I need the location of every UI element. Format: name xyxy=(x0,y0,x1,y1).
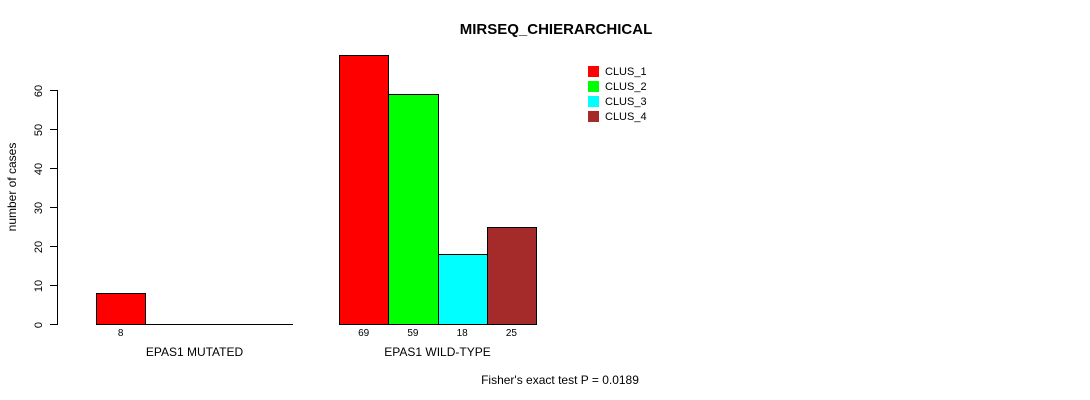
bar xyxy=(96,292,147,325)
group-label: EPAS1 WILD-TYPE xyxy=(384,345,491,359)
bar xyxy=(339,54,390,325)
bar xyxy=(486,226,537,325)
legend-label: CLUS_3 xyxy=(605,95,647,108)
y-tick-label: 20 xyxy=(33,240,45,253)
chart-title: MIRSEQ_CHIERARCHICAL xyxy=(459,21,653,38)
y-tick-label: 40 xyxy=(33,162,45,175)
legend-swatch xyxy=(588,96,599,107)
legend-row: CLUS_4 xyxy=(588,109,647,124)
bar-value-label: 59 xyxy=(407,328,419,339)
y-tick xyxy=(50,168,57,169)
bar-value-label: 18 xyxy=(456,328,468,339)
bar xyxy=(437,253,488,325)
annotation-text: Fisher's exact test P = 0.0189 xyxy=(481,373,639,387)
group-label: EPAS1 MUTATED xyxy=(145,345,244,359)
bar-value-label: 25 xyxy=(505,328,517,339)
legend-swatch xyxy=(588,81,599,92)
y-tick xyxy=(50,324,57,325)
bar-value-label: 8 xyxy=(117,328,124,339)
y-tick-label: 10 xyxy=(33,279,45,292)
y-tick-label: 0 xyxy=(33,321,45,328)
y-tick xyxy=(50,246,57,247)
y-tick xyxy=(50,129,57,130)
y-tick-label: 60 xyxy=(33,84,45,97)
y-tick-label: 30 xyxy=(33,201,45,214)
legend-label: CLUS_1 xyxy=(605,65,647,78)
legend-swatch xyxy=(588,111,599,122)
legend-row: CLUS_2 xyxy=(588,79,647,94)
y-tick xyxy=(50,207,57,208)
legend-row: CLUS_3 xyxy=(588,94,647,109)
legend-label: CLUS_4 xyxy=(605,110,647,123)
y-tick xyxy=(50,285,57,286)
bar-value-label: 69 xyxy=(358,328,370,339)
legend-swatch xyxy=(588,66,599,77)
bar xyxy=(388,93,439,325)
y-tick xyxy=(50,90,57,91)
y-tick-label: 50 xyxy=(33,123,45,136)
legend-row: CLUS_1 xyxy=(588,64,647,79)
y-axis-line xyxy=(57,90,58,325)
legend-label: CLUS_2 xyxy=(605,80,647,93)
group-baseline xyxy=(96,324,293,325)
